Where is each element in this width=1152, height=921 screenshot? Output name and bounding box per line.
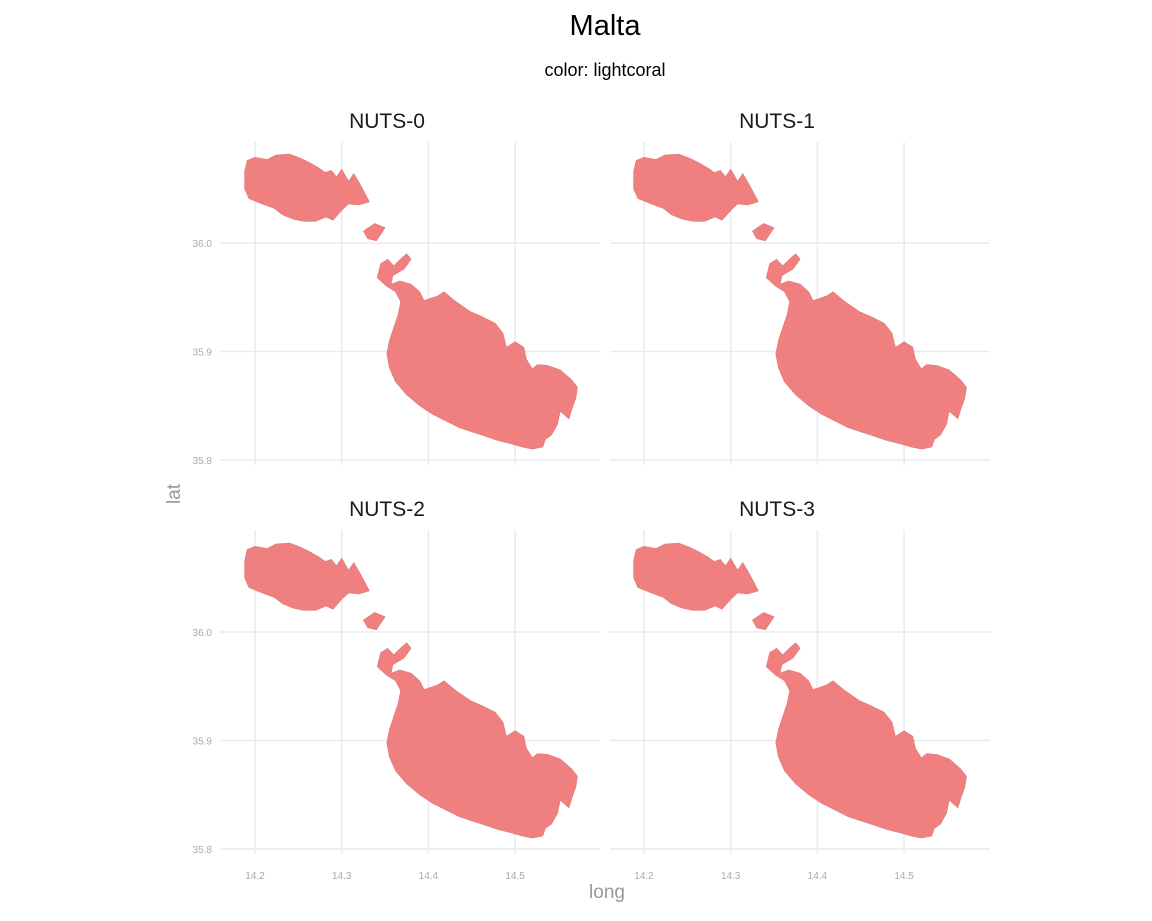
x-tick-label: 14.5 xyxy=(894,871,914,882)
comino-island-shape xyxy=(363,223,386,242)
x-axis-label: long xyxy=(589,882,625,903)
facet-strip-label: NUTS-3 xyxy=(739,498,815,521)
x-tick-label: 14.3 xyxy=(721,871,741,882)
y-tick-label: 35.8 xyxy=(193,456,213,467)
y-tick-label: 35.9 xyxy=(193,348,213,359)
malta-island-shape xyxy=(765,642,967,839)
x-tick-label: 14.2 xyxy=(245,871,265,882)
facet-strip-label: NUTS-0 xyxy=(349,110,425,133)
gozo-island-shape xyxy=(244,153,370,222)
y-tick-label: 35.9 xyxy=(193,737,213,748)
facet-panel-2: NUTS-1 xyxy=(610,110,990,465)
facet-panel-1: NUTS-0 35.8 35.9 36.0 xyxy=(193,110,600,467)
malta-island-shape xyxy=(376,253,578,450)
facet-panel-3: NUTS-2 35.8 35.9 36.0 14.2 14.3 14.4 14.5 xyxy=(193,498,600,882)
chart-subtitle: color: lightcoral xyxy=(544,60,666,80)
malta-island-shape xyxy=(376,642,578,839)
x-tick-label: 14.5 xyxy=(505,871,525,882)
gozo-island-shape xyxy=(244,542,370,611)
comino-island-shape xyxy=(752,223,775,242)
chart-title: Malta xyxy=(569,10,641,42)
facet-strip-label: NUTS-1 xyxy=(739,110,815,133)
facet-strip-label: NUTS-2 xyxy=(349,498,425,521)
y-tick-label: 36.0 xyxy=(193,239,213,250)
comino-island-shape xyxy=(363,612,386,631)
malta-island-shape xyxy=(765,253,967,450)
x-tick-label: 14.4 xyxy=(419,871,439,882)
comino-island-shape xyxy=(752,612,775,631)
y-tick-label: 35.8 xyxy=(193,845,213,856)
y-tick-label: 36.0 xyxy=(193,628,213,639)
gozo-island-shape xyxy=(633,153,759,222)
x-tick-label: 14.3 xyxy=(332,871,352,882)
x-tick-label: 14.4 xyxy=(808,871,828,882)
gozo-island-shape xyxy=(633,542,759,611)
x-tick-label: 14.2 xyxy=(634,871,654,882)
facet-panel-4: NUTS-3 14.2 14.3 14.4 14.5 xyxy=(610,498,990,882)
